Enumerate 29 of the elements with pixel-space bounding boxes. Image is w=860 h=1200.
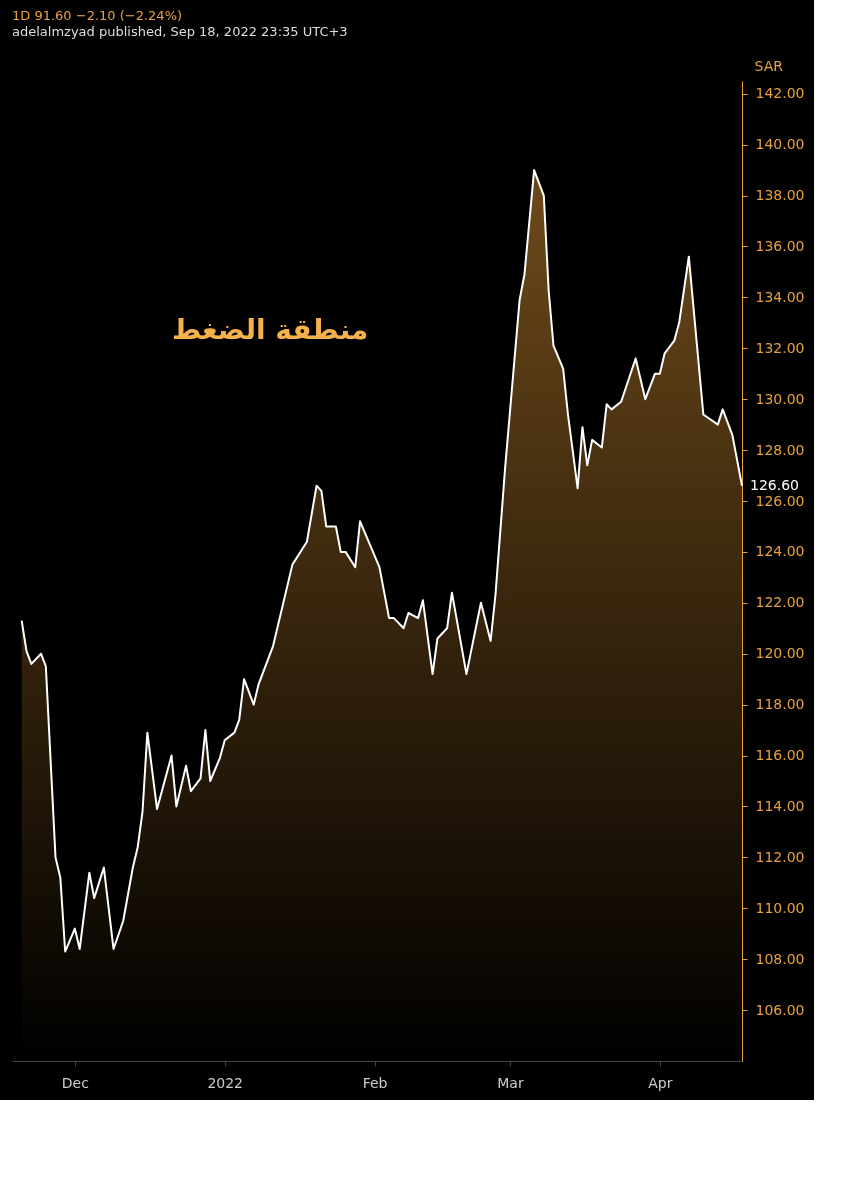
y-tick-label: 114.00 — [755, 797, 805, 814]
y-tick-label: 112.00 — [755, 848, 805, 865]
chart-title: 1D 91.60 −2.10 (−2.24%) — [12, 8, 183, 23]
x-tick-label: Apr — [648, 1074, 673, 1091]
x-tick-label: Feb — [362, 1074, 388, 1091]
y-axis-title: SAR — [754, 57, 784, 74]
y-tick-label: 106.00 — [755, 1001, 805, 1018]
y-tick-label: 126.00 — [755, 492, 805, 509]
y-tick-label: 132.00 — [755, 339, 805, 356]
y-tick-label: 130.00 — [755, 390, 805, 407]
y-tick-label: 108.00 — [755, 950, 805, 967]
chart-subtitle: adelalmzyad published, Sep 18, 2022 23:35 UTC+3 — [12, 24, 348, 39]
annotation: 126.60 — [750, 476, 799, 493]
y-tick-label: 138.00 — [755, 187, 805, 204]
y-tick-label: 110.00 — [755, 899, 805, 916]
x-tick-label: Mar — [497, 1074, 524, 1091]
y-tick-label: 142.00 — [755, 85, 805, 102]
x-tick-label: 2022 — [207, 1074, 244, 1091]
y-tick-label: 116.00 — [755, 747, 805, 764]
annotation: منطقة الضغط — [172, 313, 369, 346]
y-tick-label: 120.00 — [755, 645, 805, 662]
y-tick-label: 136.00 — [755, 237, 805, 254]
x-tick-label: Dec — [61, 1074, 89, 1091]
y-tick-label: 134.00 — [755, 288, 805, 305]
y-tick-label: 122.00 — [755, 594, 805, 611]
y-tick-label: 124.00 — [755, 543, 805, 560]
y-tick-label: 118.00 — [755, 696, 805, 713]
y-tick-label: 128.00 — [755, 441, 805, 458]
y-tick-label: 140.00 — [755, 136, 805, 153]
